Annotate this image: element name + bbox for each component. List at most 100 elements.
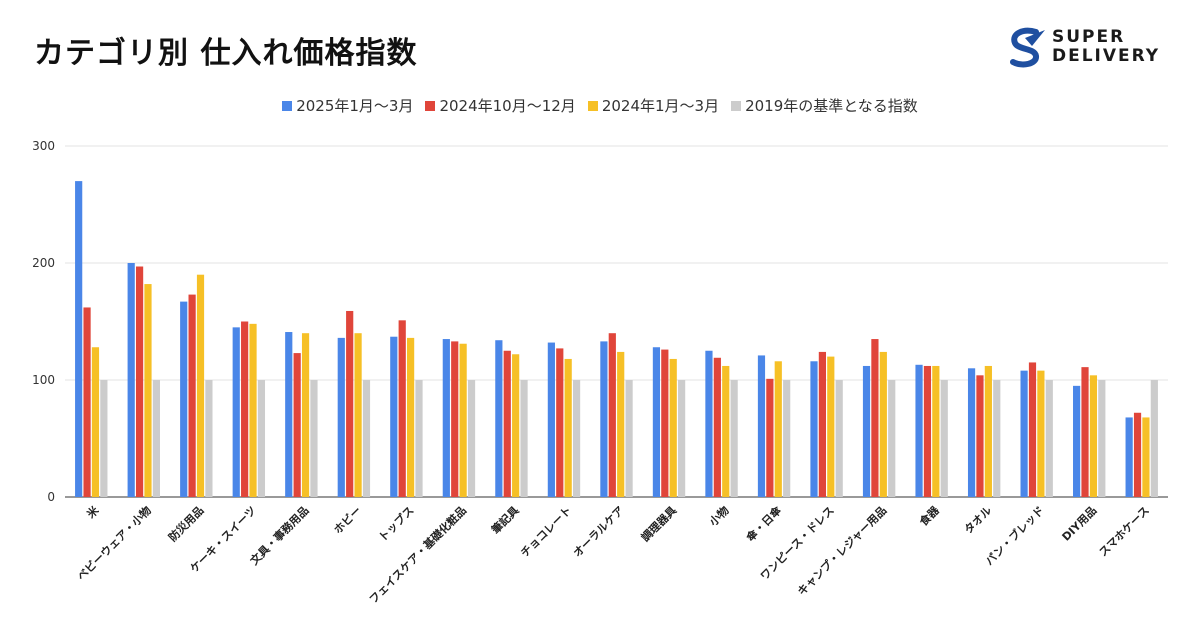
x-category-label: フェイスケア・基礎化粧品: [366, 503, 469, 606]
bar-19-2: [1089, 375, 1098, 497]
bar-19-1: [1081, 367, 1089, 497]
super-delivery-logo: SUPER DELIVERY: [1005, 26, 1175, 70]
bar-6-2: [407, 337, 415, 497]
x-category-label: オーラルケア: [571, 504, 627, 560]
legend-swatch-1: [425, 100, 436, 111]
bar-14-1: [818, 351, 826, 497]
bar-3-3: [257, 380, 266, 497]
legend-item-2: 2024年1月〜3月: [587, 95, 720, 116]
legend-swatch-2: [587, 100, 598, 111]
y-tick-label: 100: [32, 373, 55, 387]
bar-16-1: [923, 365, 932, 497]
chart-legend: 2025年1月〜3月 2024年10月〜12月 2024年1月〜3月 2019年の基準…: [0, 95, 1200, 116]
bar-9-2: [564, 358, 572, 497]
bar-17-2: [984, 365, 992, 497]
legend-swatch-3: [731, 100, 742, 111]
bar-7-2: [459, 343, 467, 497]
x-category-label: 小物: [706, 503, 732, 529]
x-category-label: スマホケース: [1097, 504, 1152, 559]
bar-4-1: [293, 353, 301, 497]
bar-3-1: [241, 321, 249, 497]
legend-label-2: 2024年1月〜3月: [601, 97, 720, 115]
bar-18-1: [1028, 362, 1037, 497]
bar-11-2: [669, 358, 677, 497]
bar-2-2: [196, 274, 205, 497]
bar-7-0: [442, 339, 450, 497]
bar-12-3: [730, 380, 738, 497]
bar-3-0: [232, 327, 240, 497]
bar-12-0: [705, 350, 713, 497]
bar-2-0: [180, 301, 188, 497]
bar-10-0: [600, 341, 608, 497]
chart-title: カテゴリ別 仕入れ価格指数: [34, 36, 418, 71]
bar-17-1: [976, 375, 984, 497]
bar-16-2: [932, 365, 940, 497]
bar-18-2: [1037, 370, 1045, 497]
bar-13-1: [766, 378, 774, 497]
bar-4-2: [301, 333, 310, 497]
legend-label-0: 2025年1月〜3月: [296, 97, 414, 115]
bar-5-1: [346, 310, 354, 497]
bar-0-0: [75, 181, 83, 497]
bar-5-0: [337, 337, 345, 497]
bar-17-3: [993, 380, 1001, 497]
bar-14-3: [835, 380, 843, 497]
x-category-label: キャンプ・レジャー用品: [794, 503, 889, 598]
bar-15-0: [862, 365, 871, 497]
bar-10-2: [617, 351, 625, 497]
bar-4-0: [285, 332, 293, 497]
bar-20-1: [1133, 412, 1142, 497]
bar-0-2: [91, 347, 100, 497]
bar-14-0: [810, 361, 818, 497]
bar-8-2: [512, 354, 520, 497]
bar-11-0: [652, 347, 661, 497]
bar-1-3: [152, 380, 160, 497]
legend-item-0: 2025年1月〜3月: [282, 95, 413, 116]
bar-2-1: [188, 294, 196, 497]
y-tick-label: 0: [47, 490, 55, 504]
bar-5-2: [354, 333, 362, 497]
logo-text-line2: DELIVERY: [1052, 46, 1161, 66]
bar-10-1: [608, 333, 616, 497]
bar-2-3: [205, 380, 213, 497]
logo-text-line1: SUPER: [1052, 27, 1126, 47]
bar-18-0: [1020, 370, 1028, 497]
bar-4-3: [310, 380, 318, 497]
bar-11-3: [678, 380, 686, 497]
bar-1-2: [144, 284, 152, 497]
bar-6-1: [398, 320, 406, 497]
x-category-label: ベビーウェア・小物: [74, 503, 154, 583]
x-category-label: 筆記具: [488, 503, 521, 536]
legend-item-1: 2024年10月〜12月: [425, 95, 576, 116]
bar-1-0: [127, 263, 135, 497]
bar-15-2: [879, 351, 887, 497]
bar-6-3: [415, 380, 423, 497]
bar-16-0: [915, 364, 923, 497]
bar-5-3: [362, 380, 371, 497]
legend-label-3: 2019年の基準となる指数: [745, 97, 918, 115]
x-category-label: ホビー: [331, 503, 364, 536]
x-category-label: 米: [83, 503, 102, 522]
legend-swatch-0: [282, 100, 293, 111]
x-category-label: チョコレート: [518, 504, 574, 560]
bar-19-0: [1073, 385, 1081, 497]
bar-8-1: [503, 350, 511, 497]
bar-15-1: [871, 339, 879, 497]
x-category-label: トップス: [376, 503, 417, 544]
bar-3-2: [249, 323, 257, 497]
bar-7-1: [451, 341, 459, 497]
logo-mark-icon: [1010, 27, 1045, 68]
bar-9-0: [547, 342, 555, 497]
bar-11-1: [661, 349, 669, 497]
bar-0-1: [83, 307, 91, 497]
legend-item-3: 2019年の基準となる指数: [731, 95, 918, 116]
bar-13-2: [774, 361, 782, 497]
bar-7-3: [467, 380, 476, 497]
x-category-label: DIY用品: [1060, 504, 1100, 544]
bar-6-0: [390, 336, 398, 497]
bar-19-3: [1098, 380, 1106, 497]
bar-18-3: [1045, 380, 1053, 497]
x-category-label: 傘・日傘: [743, 503, 785, 545]
bar-20-0: [1125, 417, 1133, 497]
y-tick-label: 200: [32, 256, 55, 270]
